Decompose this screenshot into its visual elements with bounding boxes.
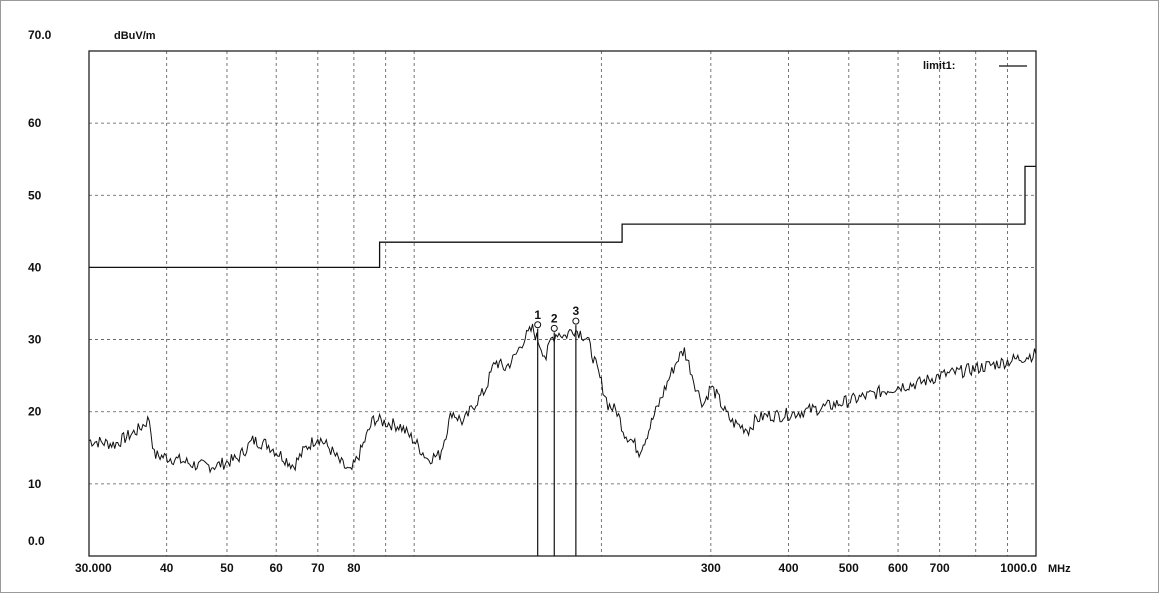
x-tick-label: 60: [270, 561, 284, 575]
y-axis-unit: dBuV/m: [114, 30, 156, 42]
y-tick-label: 60: [28, 116, 42, 130]
y-tick-label: 50: [28, 188, 42, 202]
y-tick-label: 30: [28, 333, 42, 347]
x-tick-label: 1000.0: [1000, 561, 1037, 575]
legend: limit1:: [923, 60, 1027, 72]
grid: [89, 51, 1036, 556]
plot-area-border: [88, 50, 1037, 557]
measurement-trace: [88, 323, 1037, 474]
y-tick-label: 0.0: [28, 534, 45, 548]
y-tick-label: 10: [28, 477, 42, 491]
marker-dot: [572, 317, 580, 325]
y-tick-label: 70.0: [28, 28, 52, 42]
limit-line: [89, 165, 1036, 269]
x-tick-label: 400: [779, 561, 799, 575]
y-tick-label: 40: [28, 260, 42, 274]
x-tick-label: 700: [930, 561, 950, 575]
legend-limit-label: limit1:: [923, 60, 955, 72]
marker-dot: [534, 321, 542, 329]
x-tick-label: 40: [160, 561, 174, 575]
marker-label: 1: [534, 308, 541, 322]
x-tick-label: 500: [839, 561, 859, 575]
marker-dot: [550, 324, 558, 332]
x-tick-label: 600: [888, 561, 908, 575]
x-tick-label: 80: [347, 561, 361, 575]
y-tick-label: 20: [28, 405, 42, 419]
x-tick-label: 30.000: [75, 561, 112, 575]
marker-label: 3: [573, 304, 580, 318]
x-tick-label: 50: [220, 561, 234, 575]
x-tick-label: 300: [701, 561, 721, 575]
x-axis-unit: MHz: [1048, 563, 1071, 575]
x-tick-label: 70: [311, 561, 325, 575]
marker-label: 2: [551, 311, 558, 325]
